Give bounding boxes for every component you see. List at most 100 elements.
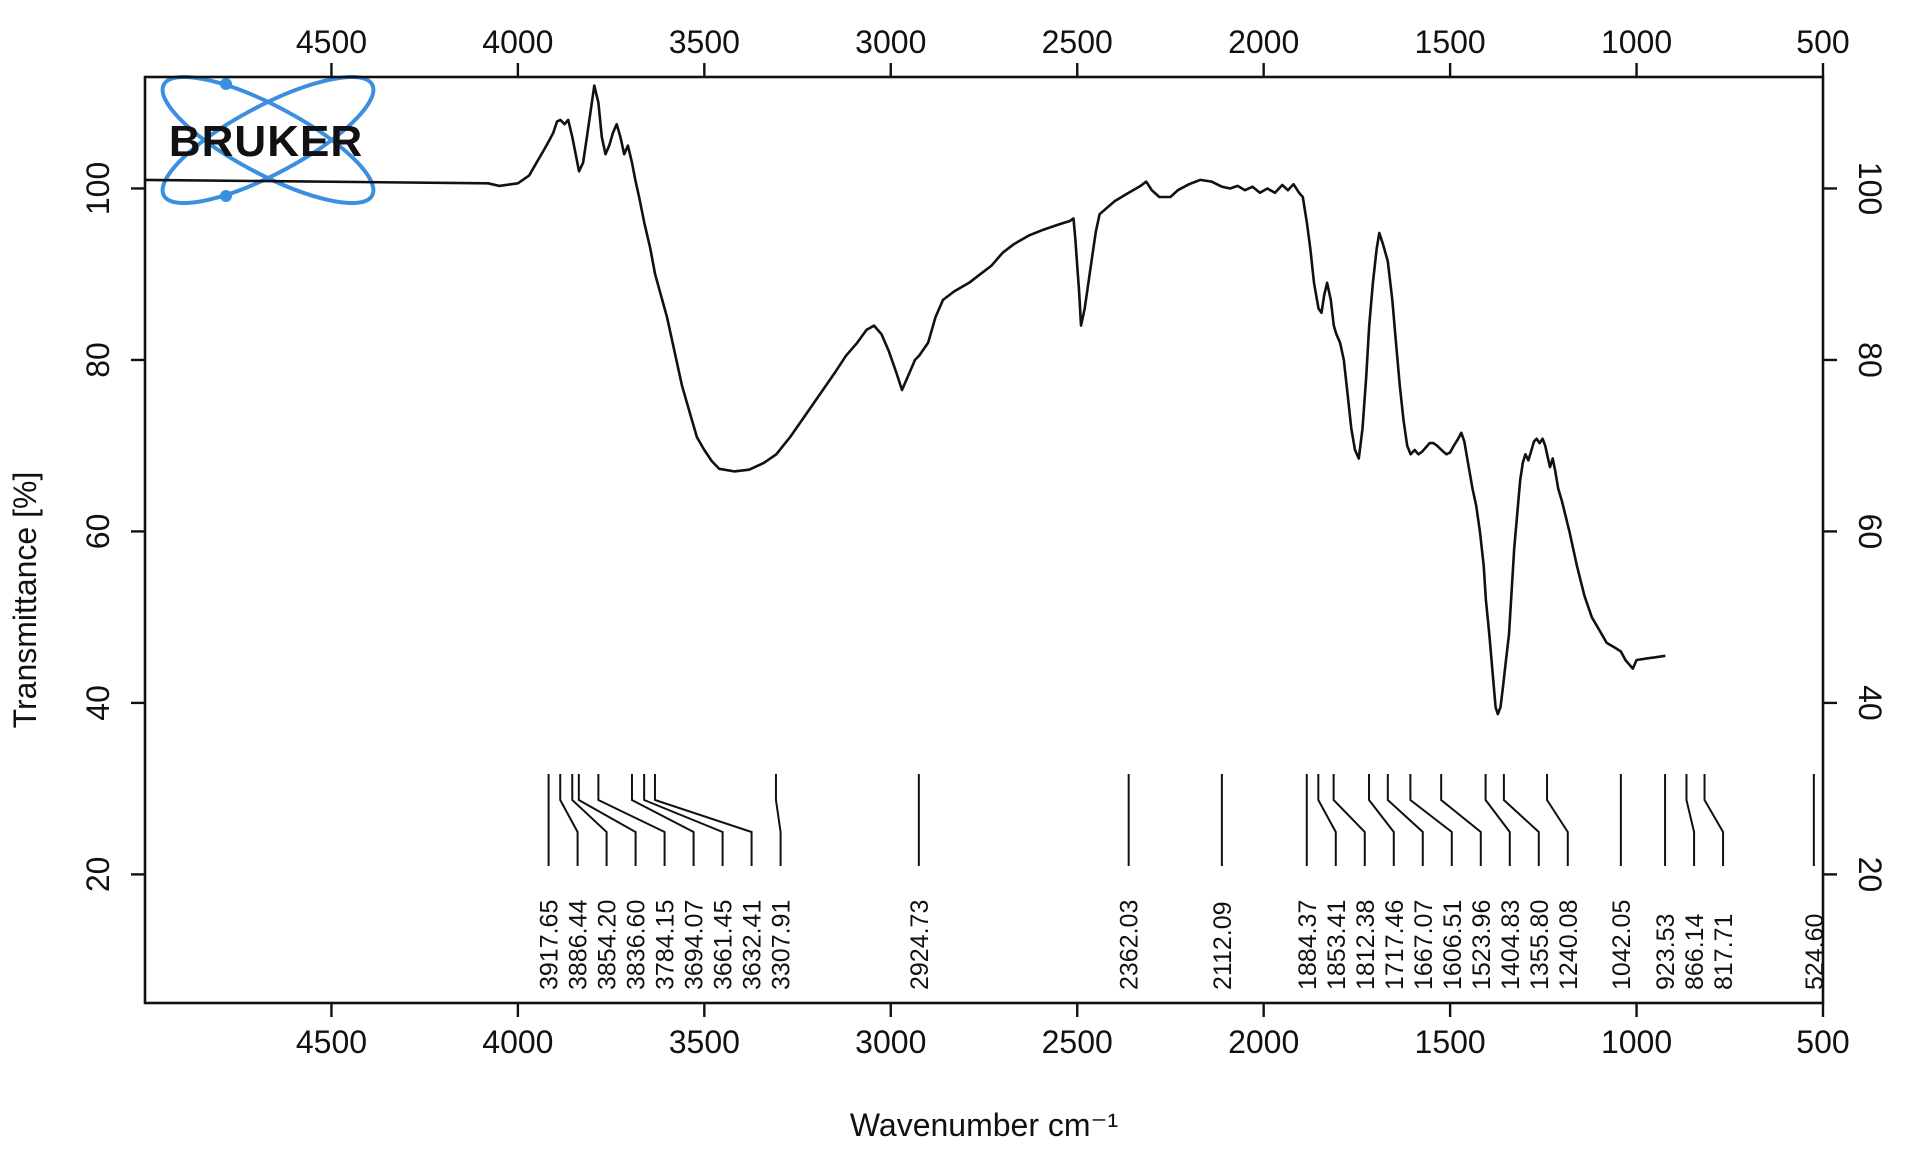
peak-leader-line <box>1386 774 1424 866</box>
right-tick-label: 80 <box>1852 342 1888 378</box>
peak-marker: 2924.73 <box>906 774 934 990</box>
peak-leader-line <box>1440 774 1482 866</box>
left-tick-label: 40 <box>80 685 116 721</box>
peak-marker: 3694.07 <box>630 774 709 990</box>
peak-leader-line <box>559 774 579 866</box>
top-axis-ticks: 4500 4000 3500 3000 2500 2000 1500 1000 500 <box>296 24 1850 77</box>
peak-leader-line <box>577 774 637 866</box>
top-tick-label: 2500 <box>1042 24 1113 60</box>
peak-label: 3632.41 <box>739 900 767 990</box>
bottom-tick-label: 2500 <box>1042 1024 1113 1060</box>
y-axis-title: Transmittance [%] <box>7 472 43 729</box>
right-tick-label: 40 <box>1852 685 1888 721</box>
peak-label: 2112.09 <box>1209 901 1237 990</box>
peak-marker: 3886.44 <box>559 774 593 990</box>
right-axis-ticks: 20 40 60 80 100 <box>1823 162 1888 892</box>
peak-marker: 866.14 <box>1681 774 1709 990</box>
left-tick-label: 100 <box>80 162 116 215</box>
peak-marker: 1853.41 <box>1317 774 1351 990</box>
peak-leader-line <box>1484 774 1511 866</box>
peak-marker: 3632.41 <box>653 774 767 990</box>
peak-markers: 3917.65 3886.44 3854.20 3836.60 3784.15 3694.… <box>536 774 1829 990</box>
peak-marker: 923.53 <box>1652 774 1680 990</box>
peak-leader-line <box>1546 774 1569 866</box>
peak-label: 3784.15 <box>652 900 680 990</box>
left-tick-label: 80 <box>80 342 116 378</box>
peak-marker: 1355.80 <box>1502 774 1554 990</box>
peak-marker: 2112.09 <box>1209 774 1237 990</box>
peak-label: 3836.60 <box>623 900 651 990</box>
top-tick-label: 4000 <box>482 24 553 60</box>
peak-leader-line <box>1685 774 1696 866</box>
logo-text: BRUKER <box>169 117 363 166</box>
top-tick-label: 3500 <box>669 24 740 60</box>
peak-leader-line <box>1502 774 1540 866</box>
bottom-tick-label: 4500 <box>296 1024 367 1060</box>
peak-label: 3694.07 <box>681 900 709 990</box>
peak-label: 524.60 <box>1801 914 1829 990</box>
bottom-tick-label: 500 <box>1796 1024 1849 1060</box>
peak-leader-line <box>1332 774 1366 866</box>
peak-label: 923.53 <box>1652 914 1680 990</box>
peak-label: 817.71 <box>1710 914 1738 990</box>
right-tick-label: 20 <box>1852 857 1888 893</box>
bottom-axis-ticks: 4500 4000 3500 3000 2500 2000 1500 1000 500 <box>296 1003 1850 1060</box>
peak-marker: 1884.37 <box>1294 774 1322 990</box>
peak-label: 3854.20 <box>594 900 622 990</box>
peak-leader-line <box>1703 774 1725 866</box>
peak-marker: 1717.46 <box>1368 774 1409 990</box>
logo-orbit-1 <box>160 74 376 206</box>
peak-label: 1812.38 <box>1352 900 1380 990</box>
peak-marker: 1606.51 <box>1409 774 1467 990</box>
top-tick-label: 2000 <box>1228 24 1299 60</box>
peak-marker: 1812.38 <box>1332 774 1380 990</box>
peak-leader-line <box>1317 774 1337 866</box>
left-tick-label: 20 <box>80 857 116 893</box>
bottom-tick-label: 2000 <box>1228 1024 1299 1060</box>
right-tick-label: 100 <box>1852 162 1888 215</box>
bottom-tick-label: 3500 <box>669 1024 740 1060</box>
logo-dot-1 <box>220 78 232 90</box>
peak-label: 1853.41 <box>1323 900 1351 990</box>
peak-leader-line <box>571 774 608 866</box>
left-tick-label: 60 <box>80 514 116 550</box>
top-tick-label: 1500 <box>1415 24 1486 60</box>
peak-marker: 1523.96 <box>1440 774 1496 990</box>
x-axis-title: Wavenumber cm⁻¹ <box>850 1107 1118 1143</box>
top-tick-label: 4500 <box>296 24 367 60</box>
bruker-logo: BRUKER <box>160 74 376 206</box>
peak-marker: 3661.45 <box>643 774 738 990</box>
left-axis-ticks: 20 40 60 80 100 <box>80 162 145 892</box>
peak-label: 1884.37 <box>1294 900 1322 990</box>
peak-label: 1355.80 <box>1526 900 1554 990</box>
peak-leader-line <box>643 774 724 866</box>
peak-leader-line <box>774 774 782 866</box>
peak-label: 3917.65 <box>536 900 564 990</box>
peak-leader-line <box>1409 774 1453 866</box>
peak-label: 1606.51 <box>1439 900 1467 990</box>
peak-label: 2924.73 <box>906 900 934 990</box>
peak-label: 1042.05 <box>1608 900 1636 990</box>
peak-label: 1240.08 <box>1555 900 1583 990</box>
peak-marker: 2362.03 <box>1116 774 1144 990</box>
right-tick-label: 60 <box>1852 514 1888 550</box>
peak-label: 1523.96 <box>1468 900 1496 990</box>
peak-marker: 1042.05 <box>1608 774 1636 990</box>
top-tick-label: 500 <box>1796 24 1849 60</box>
peak-marker: 1667.07 <box>1386 774 1438 990</box>
peak-leader-line <box>1368 774 1395 866</box>
peak-marker: 3854.20 <box>571 774 622 990</box>
peak-marker: 817.71 <box>1703 774 1738 990</box>
plot-frame <box>143 75 1825 1005</box>
peak-leader-line <box>653 774 753 866</box>
peak-marker: 3307.91 <box>768 774 796 990</box>
peak-leader-line <box>630 774 695 866</box>
peak-marker: 3836.60 <box>577 774 651 990</box>
top-tick-label: 3000 <box>855 24 926 60</box>
logo-orbit-2 <box>160 74 376 206</box>
peak-label: 866.14 <box>1681 913 1709 990</box>
top-tick-label: 1000 <box>1601 24 1672 60</box>
bottom-tick-label: 1000 <box>1601 1024 1672 1060</box>
peak-label: 1667.07 <box>1410 900 1438 990</box>
